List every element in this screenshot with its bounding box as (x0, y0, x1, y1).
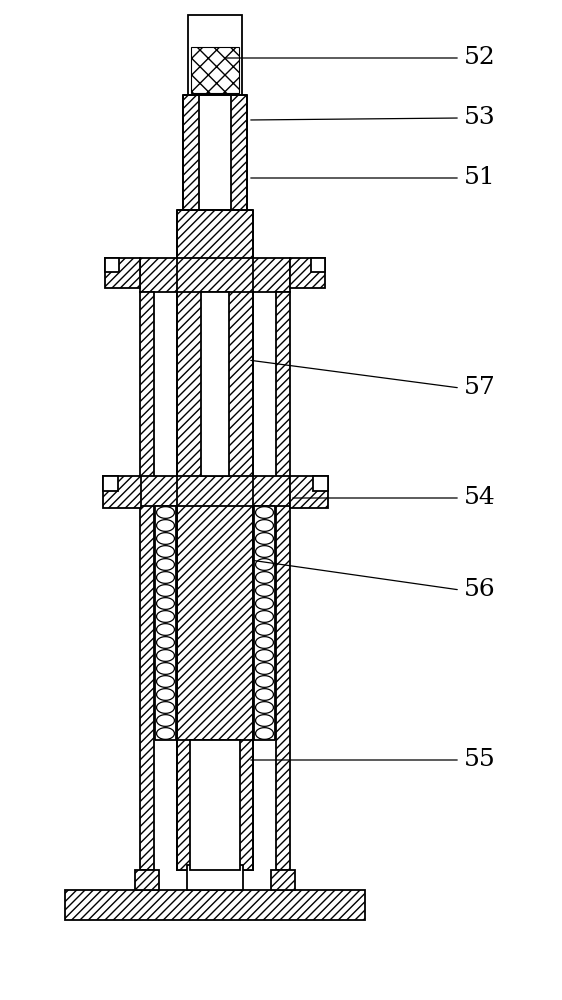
Bar (290, 258, 325, 288)
Bar (140, 258, 290, 292)
Bar (103, 476, 141, 508)
Bar (140, 292, 154, 870)
Text: 51: 51 (464, 166, 496, 190)
Bar (199, 95, 231, 210)
Text: 57: 57 (464, 376, 496, 399)
Bar (276, 292, 290, 870)
Bar (190, 16, 240, 48)
Bar (188, 15, 242, 95)
Text: 56: 56 (464, 578, 496, 601)
Bar (254, 506, 275, 740)
Bar (187, 865, 243, 890)
Text: 52: 52 (464, 46, 496, 70)
Text: 54: 54 (464, 487, 496, 510)
Bar (103, 476, 118, 491)
Bar (290, 476, 328, 508)
Bar (177, 740, 253, 870)
Bar (201, 292, 229, 476)
Bar (190, 740, 240, 870)
Bar (140, 476, 290, 506)
Text: 55: 55 (464, 748, 496, 772)
Bar (183, 95, 247, 210)
Bar (311, 258, 325, 272)
Bar (177, 210, 253, 870)
Bar (313, 476, 328, 491)
Bar (105, 258, 140, 288)
Bar (155, 506, 176, 740)
Bar (105, 258, 119, 272)
Bar (271, 870, 295, 890)
Text: 53: 53 (464, 106, 496, 129)
Bar (191, 47, 239, 93)
Bar (65, 890, 365, 920)
Bar (135, 870, 159, 890)
